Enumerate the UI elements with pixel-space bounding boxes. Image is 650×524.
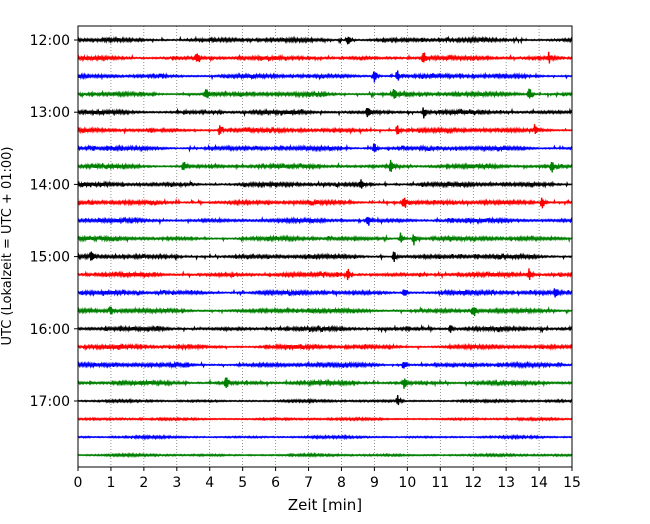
plot-frame (77, 25, 573, 468)
y-tick-label: 15:00 (30, 250, 70, 266)
y-tick-label: 16:00 (30, 322, 70, 338)
trace-row-17:15 (77, 416, 573, 422)
trace-row-16:15 (77, 342, 573, 352)
x-axis-label: Zeit [min] (288, 496, 362, 514)
x-tick-label: 7 (304, 475, 313, 491)
x-tick-label: 12 (464, 475, 482, 491)
trace-row-16:00 (77, 324, 573, 334)
trace-row-15:45 (77, 306, 573, 317)
trace-row-17:45 (77, 452, 573, 459)
trace-row-17:30 (77, 434, 573, 441)
x-tick-label: 3 (172, 475, 181, 491)
y-tick-label: 14:00 (30, 177, 70, 193)
trace-row-17:00 (77, 395, 573, 406)
trace-row-15:15 (77, 268, 573, 281)
trace-row-16:45 (77, 377, 573, 389)
x-tick-label: 5 (238, 475, 247, 491)
trace-row-15:30 (77, 288, 573, 298)
x-tick-label: 15 (563, 475, 581, 491)
trace-row-14:30 (77, 216, 573, 226)
trace-row-12:30 (77, 70, 573, 83)
y-tick-label: 17:00 (30, 394, 70, 410)
x-tick-label: 14 (530, 475, 548, 491)
x-tick-label: 0 (74, 475, 83, 491)
trace-row-15:00 (77, 251, 573, 262)
trace-row-13:45 (77, 159, 573, 173)
trace-row-13:00 (77, 107, 573, 119)
trace-row-12:00 (77, 35, 573, 45)
y-axis-label: UTC (Lokalzeit = UTC + 01:00) (0, 147, 15, 346)
trace-row-12:15 (77, 51, 573, 64)
x-tick-label: 9 (370, 475, 379, 491)
y-tick-label: 13:00 (30, 105, 70, 121)
x-tick-label: 11 (431, 475, 449, 491)
trace-row-14:15 (77, 197, 573, 209)
x-tick-label: 8 (337, 475, 346, 491)
x-tick-label: 13 (497, 475, 515, 491)
trace-row-14:45 (77, 232, 573, 246)
x-tick-label: 4 (205, 475, 214, 491)
trace-row-12:45 (77, 88, 573, 99)
trace-row-16:30 (77, 360, 573, 370)
trace-row-13:30 (77, 143, 573, 153)
x-tick-label: 1 (106, 475, 115, 491)
x-tick-label: 10 (398, 475, 416, 491)
trace-row-14:00 (77, 179, 573, 189)
y-tick-label: 12:00 (30, 33, 70, 49)
x-tick-label: 6 (271, 475, 280, 491)
trace-row-13:15 (77, 124, 573, 136)
x-tick-label: 2 (139, 475, 148, 491)
